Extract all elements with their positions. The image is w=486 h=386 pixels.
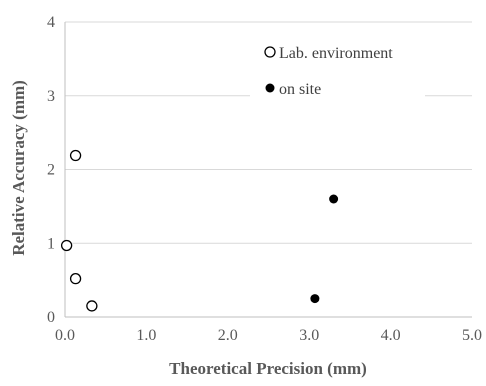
y-tick-label: 4 xyxy=(47,14,55,31)
point-lab-environment xyxy=(69,272,82,285)
legend-background xyxy=(250,30,425,100)
legend-label-lab-environment: Lab. environment xyxy=(279,45,393,62)
legend: Lab. environment on site xyxy=(250,30,425,100)
x-tick-label: 1.0 xyxy=(136,327,156,344)
y-tick-label: 3 xyxy=(47,88,55,105)
point-lab-environment xyxy=(60,239,73,252)
x-tick-label: 4.0 xyxy=(381,327,401,344)
point-lab-environment xyxy=(86,300,98,312)
legend-marker-lab-environment xyxy=(264,46,276,58)
tick-labels: 0 1 2 3 4 0.0 1.0 2.0 3.0 4.0 5.0 xyxy=(47,14,482,344)
y-tick-label: 1 xyxy=(47,235,55,252)
x-tick-label: 5.0 xyxy=(462,327,482,344)
x-tick-label: 3.0 xyxy=(299,327,319,344)
point-on-site xyxy=(329,194,339,204)
x-tick-label: 0.0 xyxy=(55,327,75,344)
legend-marker-on-site xyxy=(265,83,275,93)
point-on-site xyxy=(310,294,320,304)
y-tick-label: 0 xyxy=(47,309,55,326)
x-axis-title: Theoretical Precision (mm) xyxy=(169,359,367,378)
x-tick-label: 2.0 xyxy=(218,327,238,344)
point-lab-environment xyxy=(69,149,82,162)
legend-label-on-site: on site xyxy=(279,81,321,98)
axes xyxy=(64,22,472,318)
y-tick-label: 2 xyxy=(47,162,55,179)
data-points xyxy=(60,149,339,312)
y-axis-title: Relative Accuracy (mm) xyxy=(9,80,28,256)
